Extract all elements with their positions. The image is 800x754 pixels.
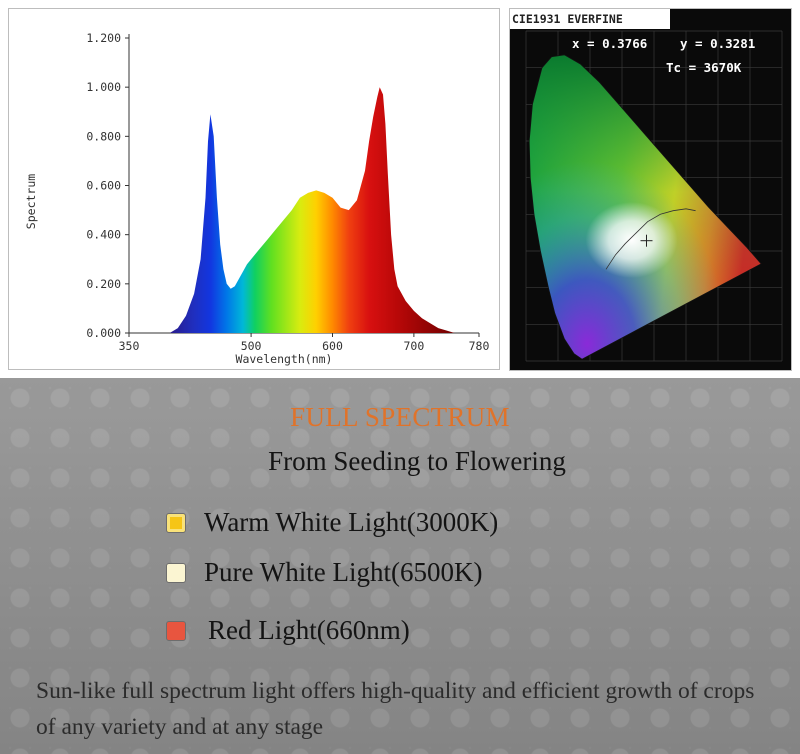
- pure-white-swatch: [166, 563, 186, 583]
- cie-chart-svg: [510, 9, 792, 371]
- spectrum-x-axis-label: Wavelength(nm): [236, 352, 333, 366]
- cie-chart-title: CIE1931 EVERFINE: [510, 9, 670, 29]
- x-tick-label: 500: [241, 339, 262, 353]
- red-swatch: [166, 621, 186, 641]
- y-tick-label: 0.000: [86, 326, 121, 340]
- description-text: Sun-like full spectrum light offers high…: [36, 673, 776, 745]
- y-tick-label: 1.000: [86, 80, 121, 94]
- spectrum-chart-svg: 0.000 0.200 0.400 0.600 0.800 1.000 1.200 350 50…: [9, 9, 501, 371]
- y-tick-label: 0.400: [86, 228, 121, 242]
- warm-white-swatch: [166, 513, 186, 533]
- y-tick-label: 0.200: [86, 277, 121, 291]
- x-tick-label: 600: [322, 339, 343, 353]
- spectrum-area: [170, 87, 455, 333]
- info-section: FULL SPECTRUM From Seeding to Flowering …: [0, 378, 800, 754]
- x-tick-label: 700: [403, 339, 424, 353]
- y-tick-label: 0.800: [86, 129, 121, 143]
- y-tick-label: 1.200: [86, 31, 121, 45]
- legend-label: Pure White Light(6500K): [204, 557, 482, 588]
- cie-chart: CIE1931 EVERFINE x = 0.3766 y = 0.3281 T…: [509, 8, 792, 371]
- cie-x-readout: x = 0.3766: [572, 36, 647, 51]
- cie-y-readout: y = 0.3281: [680, 36, 755, 51]
- cie-tc-readout: Tc = 3670K: [666, 60, 741, 75]
- spectrum-chart: 0.000 0.200 0.400 0.600 0.800 1.000 1.200 350 50…: [8, 8, 500, 370]
- legend-label: Red Light(660nm): [208, 615, 410, 646]
- section-subheading: From Seeding to Flowering: [0, 446, 800, 477]
- spectrum-y-axis-label: Spectrum: [24, 174, 38, 229]
- legend-label: Warm White Light(3000K): [204, 507, 498, 538]
- charts-area: 0.000 0.200 0.400 0.600 0.800 1.000 1.200 350 50…: [0, 0, 800, 378]
- y-tick-label: 0.600: [86, 179, 121, 193]
- x-tick-label: 780: [469, 339, 490, 353]
- section-heading: FULL SPECTRUM: [0, 402, 800, 433]
- x-tick-label: 350: [119, 339, 140, 353]
